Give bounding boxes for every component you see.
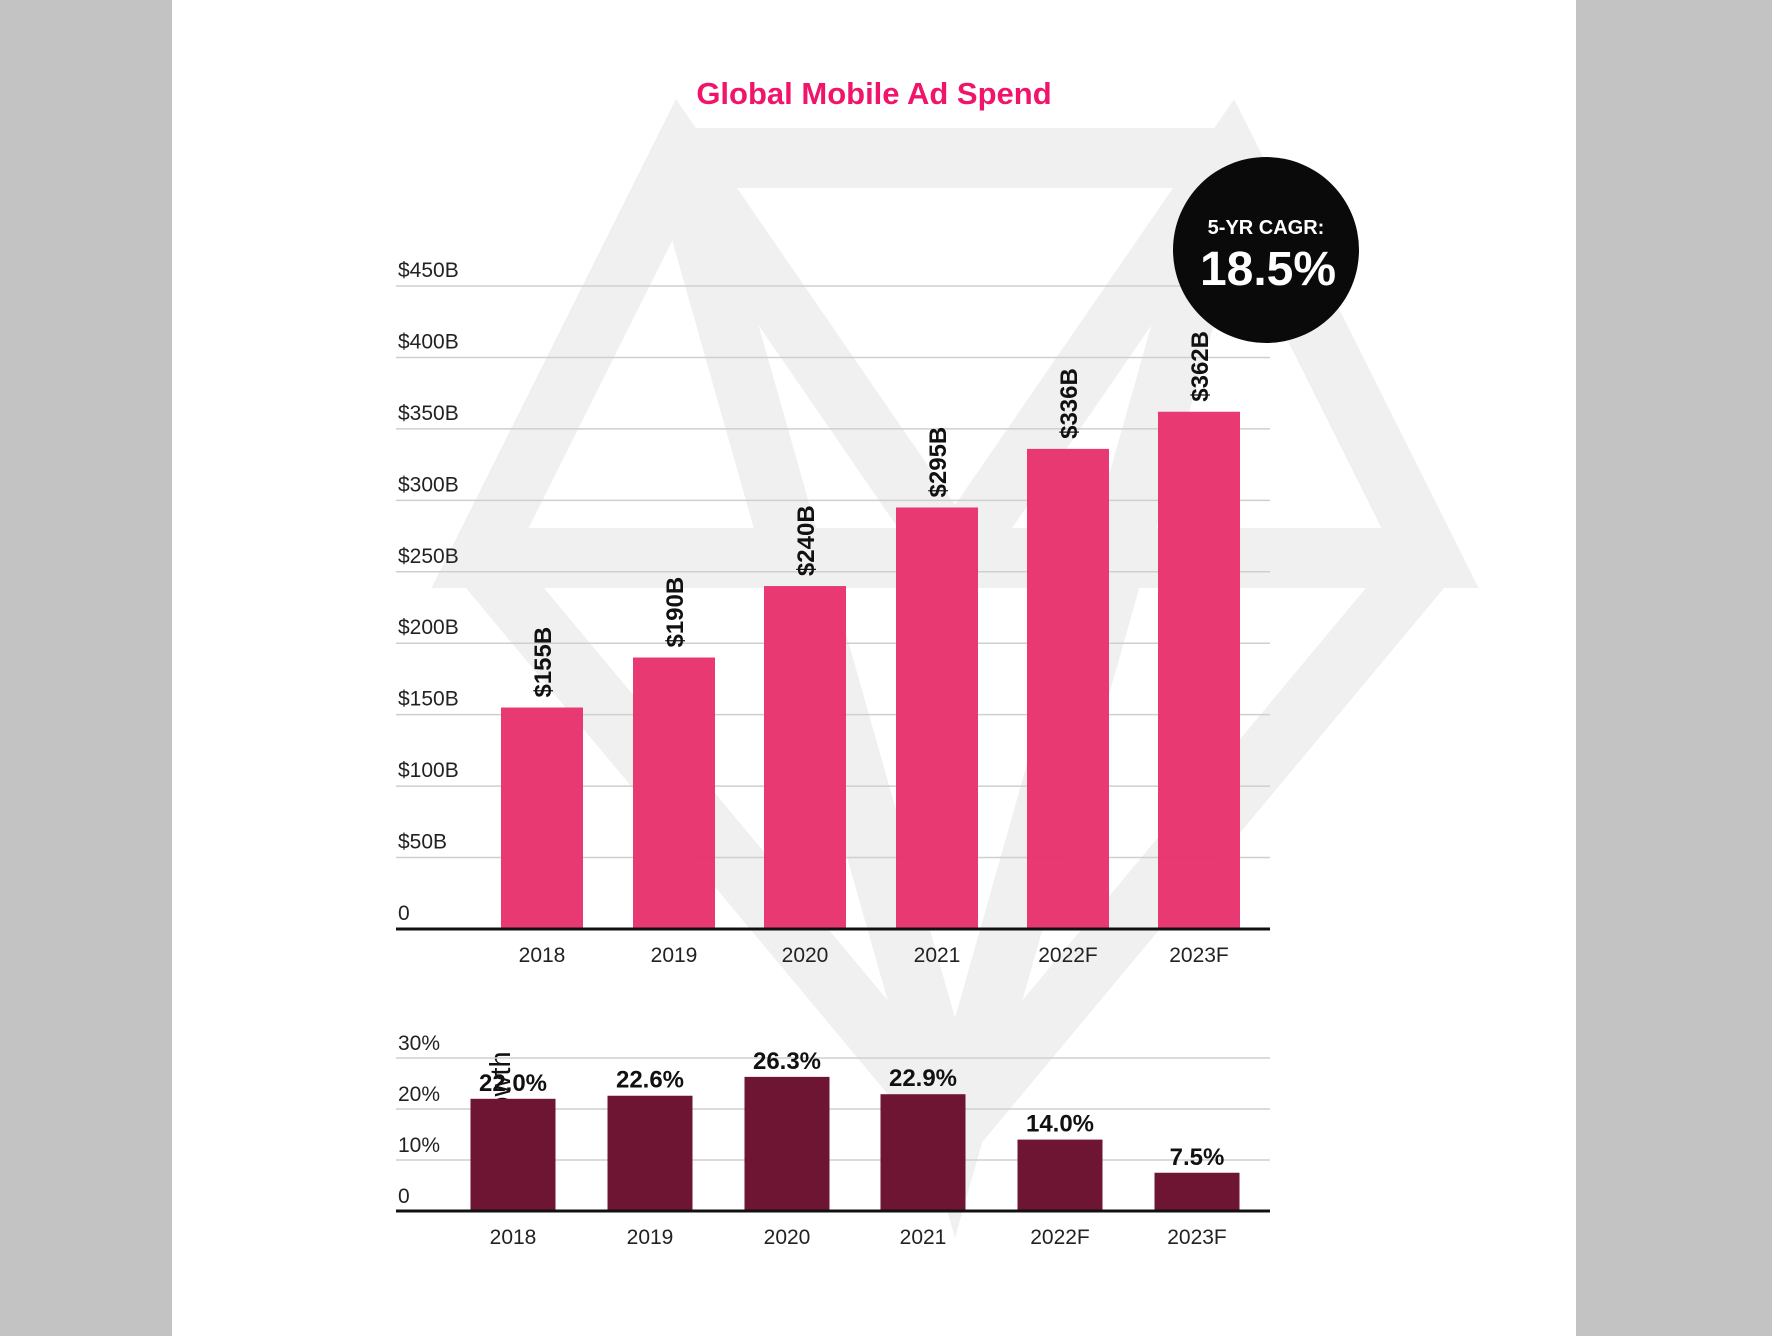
cagr-badge-circle xyxy=(1173,157,1359,343)
main-chart-y-tick-labels: 0 $50B $100B $150B $200B $250B $300B $350B $400B… xyxy=(398,259,459,925)
main-chart-y-tick-label: $50B xyxy=(398,831,447,854)
growth-chart-bars xyxy=(470,1076,1240,1211)
main-chart-x-tick-label: 2018 xyxy=(519,944,566,967)
main-chart-y-tick-label: $300B xyxy=(398,473,459,496)
main-chart-value-label: $295B xyxy=(925,427,952,498)
growth-chart-bar xyxy=(607,1095,693,1211)
growth-chart-y-tick-label: 0 xyxy=(398,1185,410,1208)
main-chart-y-tick-label: $100B xyxy=(398,759,459,782)
growth-chart-x-tick-label: 2023F xyxy=(1167,1226,1227,1249)
main-chart-x-tick-label: 2022F xyxy=(1038,944,1098,967)
growth-chart-value-label: 22.9% xyxy=(889,1065,957,1092)
growth-chart-value-label: 26.3% xyxy=(753,1048,821,1075)
main-chart-x-tick-label: 2020 xyxy=(782,944,829,967)
growth-chart-bar xyxy=(1017,1139,1103,1211)
growth-chart-bar xyxy=(880,1094,966,1211)
main-chart-y-tick-label: $450B xyxy=(398,259,459,282)
main-chart-value-label: $336B xyxy=(1056,368,1083,439)
growth-chart-value-label: 22.0% xyxy=(479,1070,547,1097)
main-chart-value-label: $240B xyxy=(793,505,820,576)
cagr-badge-value: 18.5% xyxy=(1200,243,1336,296)
growth-chart-x-tick-label: 2020 xyxy=(764,1226,811,1249)
main-chart-value-label: $190B xyxy=(662,577,689,648)
cagr-badge: 5-YR CAGR: 18.5% xyxy=(1173,157,1359,343)
main-chart-value-labels: $155B $190B $240B $295B $336B $362B xyxy=(530,331,1214,698)
main-chart-y-tick-label: 0 xyxy=(398,902,410,925)
main-chart-bar xyxy=(633,657,715,929)
growth-chart-y-tick-label: 10% xyxy=(398,1134,440,1157)
growth-chart-y-tick-label: 30% xyxy=(398,1032,440,1055)
growth-chart-x-tick-label: 2019 xyxy=(627,1226,674,1249)
growth-chart-x-tick-label: 2022F xyxy=(1030,1226,1090,1249)
cagr-badge-label: 5-YR CAGR: xyxy=(1208,217,1325,239)
growth-chart-value-labels: 22.0% 22.6% 26.3% 22.9% 14.0% 7.5% xyxy=(479,1048,1224,1171)
growth-chart-value-label: 7.5% xyxy=(1170,1144,1225,1171)
main-chart-y-tick-label: $250B xyxy=(398,545,459,568)
main-chart-value-label: $362B xyxy=(1187,331,1214,402)
growth-chart-value-label: 22.6% xyxy=(616,1067,684,1094)
growth-chart-x-tick-label: 2021 xyxy=(900,1226,947,1249)
growth-chart-bar xyxy=(1154,1172,1240,1211)
report-page: Global Mobile Ad Spend 0 $50B $100B $150B $2… xyxy=(172,0,1576,1336)
growth-chart-bar xyxy=(470,1098,556,1211)
main-chart-y-tick-label: $350B xyxy=(398,402,459,425)
main-chart-value-label: $155B xyxy=(530,627,557,698)
main-chart-x-tick-labels: 2018 2019 2020 2021 2022F 2023F xyxy=(519,944,1229,967)
chart-canvas: Global Mobile Ad Spend 0 $50B $100B $150B $2… xyxy=(396,76,1479,1249)
main-chart-y-tick-label: $200B xyxy=(398,616,459,639)
growth-chart-bar xyxy=(744,1076,830,1211)
growth-chart-value-label: 14.0% xyxy=(1026,1111,1094,1138)
main-chart-bar xyxy=(501,707,583,929)
main-chart-bar xyxy=(764,586,846,929)
main-chart-x-tick-label: 2021 xyxy=(914,944,961,967)
growth-chart-y-tick-label: 20% xyxy=(398,1083,440,1106)
main-chart-x-tick-label: 2023F xyxy=(1169,944,1229,967)
chart-title: Global Mobile Ad Spend xyxy=(696,76,1051,111)
main-chart-bar xyxy=(1027,448,1109,929)
main-chart-bar xyxy=(896,507,978,929)
main-chart-y-tick-label: $150B xyxy=(398,688,459,711)
growth-chart-x-tick-labels: 2018 2019 2020 2021 2022F 2023F xyxy=(490,1226,1227,1249)
main-chart-bars xyxy=(501,411,1240,930)
growth-chart-x-tick-label: 2018 xyxy=(490,1226,537,1249)
main-chart-x-tick-label: 2019 xyxy=(651,944,698,967)
main-chart-y-tick-label: $400B xyxy=(398,330,459,353)
main-chart-bar xyxy=(1158,411,1240,930)
growth-chart-y-tick-labels: 0 10% 20% 30% xyxy=(398,1032,440,1208)
